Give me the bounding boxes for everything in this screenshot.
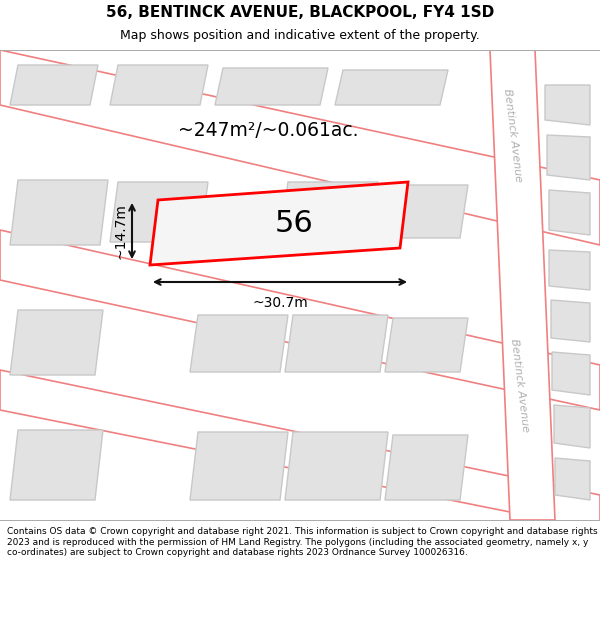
Polygon shape [545,85,590,125]
Polygon shape [10,310,103,375]
Text: ~30.7m: ~30.7m [252,296,308,310]
Text: 56: 56 [275,209,313,238]
Polygon shape [0,50,600,245]
Polygon shape [280,182,378,238]
Polygon shape [110,182,208,242]
Polygon shape [551,300,590,342]
Polygon shape [547,135,590,180]
Polygon shape [490,50,555,520]
Polygon shape [385,435,468,500]
Polygon shape [335,70,448,105]
Text: Map shows position and indicative extent of the property.: Map shows position and indicative extent… [120,29,480,42]
Polygon shape [285,432,388,500]
Text: ~247m²/~0.061ac.: ~247m²/~0.061ac. [178,121,358,139]
Polygon shape [0,230,600,410]
Polygon shape [10,430,103,500]
Polygon shape [380,185,468,238]
Polygon shape [549,190,590,235]
Polygon shape [190,432,288,500]
Text: Bentinck Avenue: Bentinck Avenue [502,88,524,182]
Text: Bentinck Avenue: Bentinck Avenue [509,338,530,432]
Polygon shape [190,315,288,372]
Polygon shape [549,250,590,290]
Polygon shape [554,405,590,448]
Text: 56, BENTINCK AVENUE, BLACKPOOL, FY4 1SD: 56, BENTINCK AVENUE, BLACKPOOL, FY4 1SD [106,5,494,20]
Polygon shape [110,65,208,105]
Polygon shape [552,352,590,395]
Polygon shape [10,180,108,245]
Text: ~14.7m: ~14.7m [114,203,128,259]
Polygon shape [285,315,388,372]
Polygon shape [0,370,600,530]
Text: Contains OS data © Crown copyright and database right 2021. This information is : Contains OS data © Crown copyright and d… [7,528,598,557]
Polygon shape [150,182,408,265]
Polygon shape [555,458,590,500]
Polygon shape [215,68,328,105]
Polygon shape [10,65,98,105]
Polygon shape [385,318,468,372]
